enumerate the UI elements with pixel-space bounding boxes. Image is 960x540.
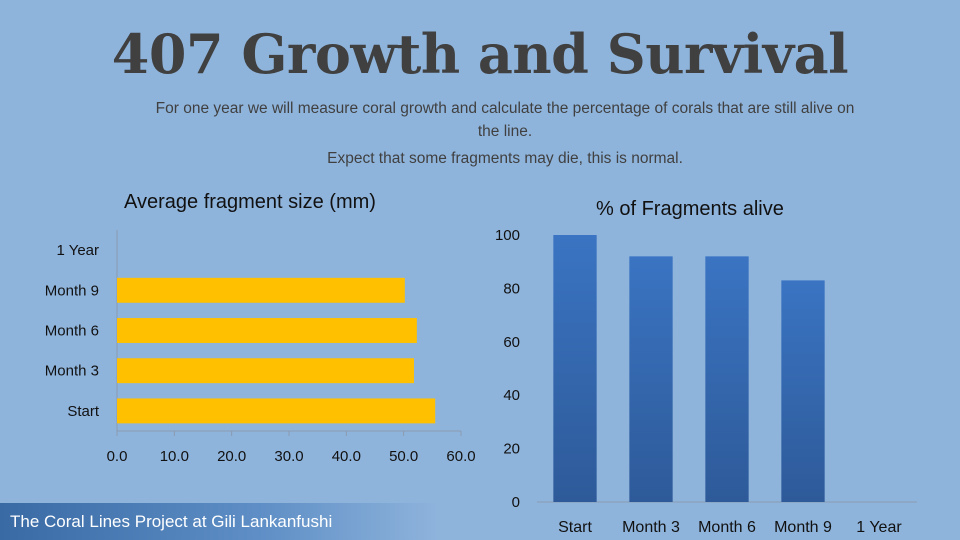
alive-chart-y-tick-label: 100 [495, 227, 520, 244]
alive-chart-category-label: Month 3 [622, 519, 680, 536]
alive-chart-category-label: Start [558, 519, 592, 536]
size-chart-bar [117, 358, 414, 384]
alive-chart-category-label: Month 9 [774, 519, 832, 536]
alive-chart-bar [781, 280, 825, 502]
page-title: 407 Growth and Survival [111, 22, 849, 86]
size-chart-category-label: Month 9 [45, 282, 99, 299]
alive-chart-category-label: 1 Year [856, 519, 902, 536]
alive-chart-category-label: Month 6 [698, 519, 756, 536]
size-chart-x-tick-label: 30.0 [274, 448, 303, 465]
alive-chart-bar [553, 235, 597, 502]
alive-chart-y-tick-label: 40 [503, 387, 520, 404]
footer-text: The Coral Lines Project at Gili Lankanfu… [10, 512, 333, 531]
size-chart-category-label: Month 6 [45, 323, 99, 340]
size-chart-category-label: Start [67, 403, 100, 420]
size-chart-x-tick-label: 60.0 [446, 448, 475, 465]
subtitle-description: For one year we will measure coral growt… [155, 100, 855, 140]
alive-chart-y-tick-label: 0 [512, 494, 520, 511]
footer-banner: The Coral Lines Project at Gili Lankanfu… [0, 503, 440, 540]
size-chart-bar [117, 277, 405, 303]
subtitle-note: Expect that some fragments may die, this… [327, 150, 683, 167]
size-chart-x-tick-label: 10.0 [160, 448, 189, 465]
size-chart-category-label: Month 3 [45, 363, 99, 380]
alive-chart-bar [629, 256, 673, 502]
alive-chart-y-tick-label: 60 [503, 334, 520, 351]
alive-chart-y-tick-label: 20 [503, 441, 520, 458]
alive-chart-y-tick-label: 80 [503, 280, 520, 297]
alive-chart-bar [705, 256, 749, 502]
alive-chart-title: % of Fragments alive [596, 198, 784, 220]
size-chart-x-tick-label: 20.0 [217, 448, 246, 465]
size-chart-bar [117, 318, 417, 343]
size-chart-x-tick-label: 40.0 [332, 448, 361, 465]
size-chart-title: Average fragment size (mm) [124, 191, 376, 213]
size-chart-bar [117, 398, 436, 424]
size-chart-x-tick-label: 0.0 [107, 448, 128, 465]
size-chart-x-tick-label: 50.0 [389, 448, 418, 465]
size-chart-category-label: 1 Year [56, 242, 99, 259]
